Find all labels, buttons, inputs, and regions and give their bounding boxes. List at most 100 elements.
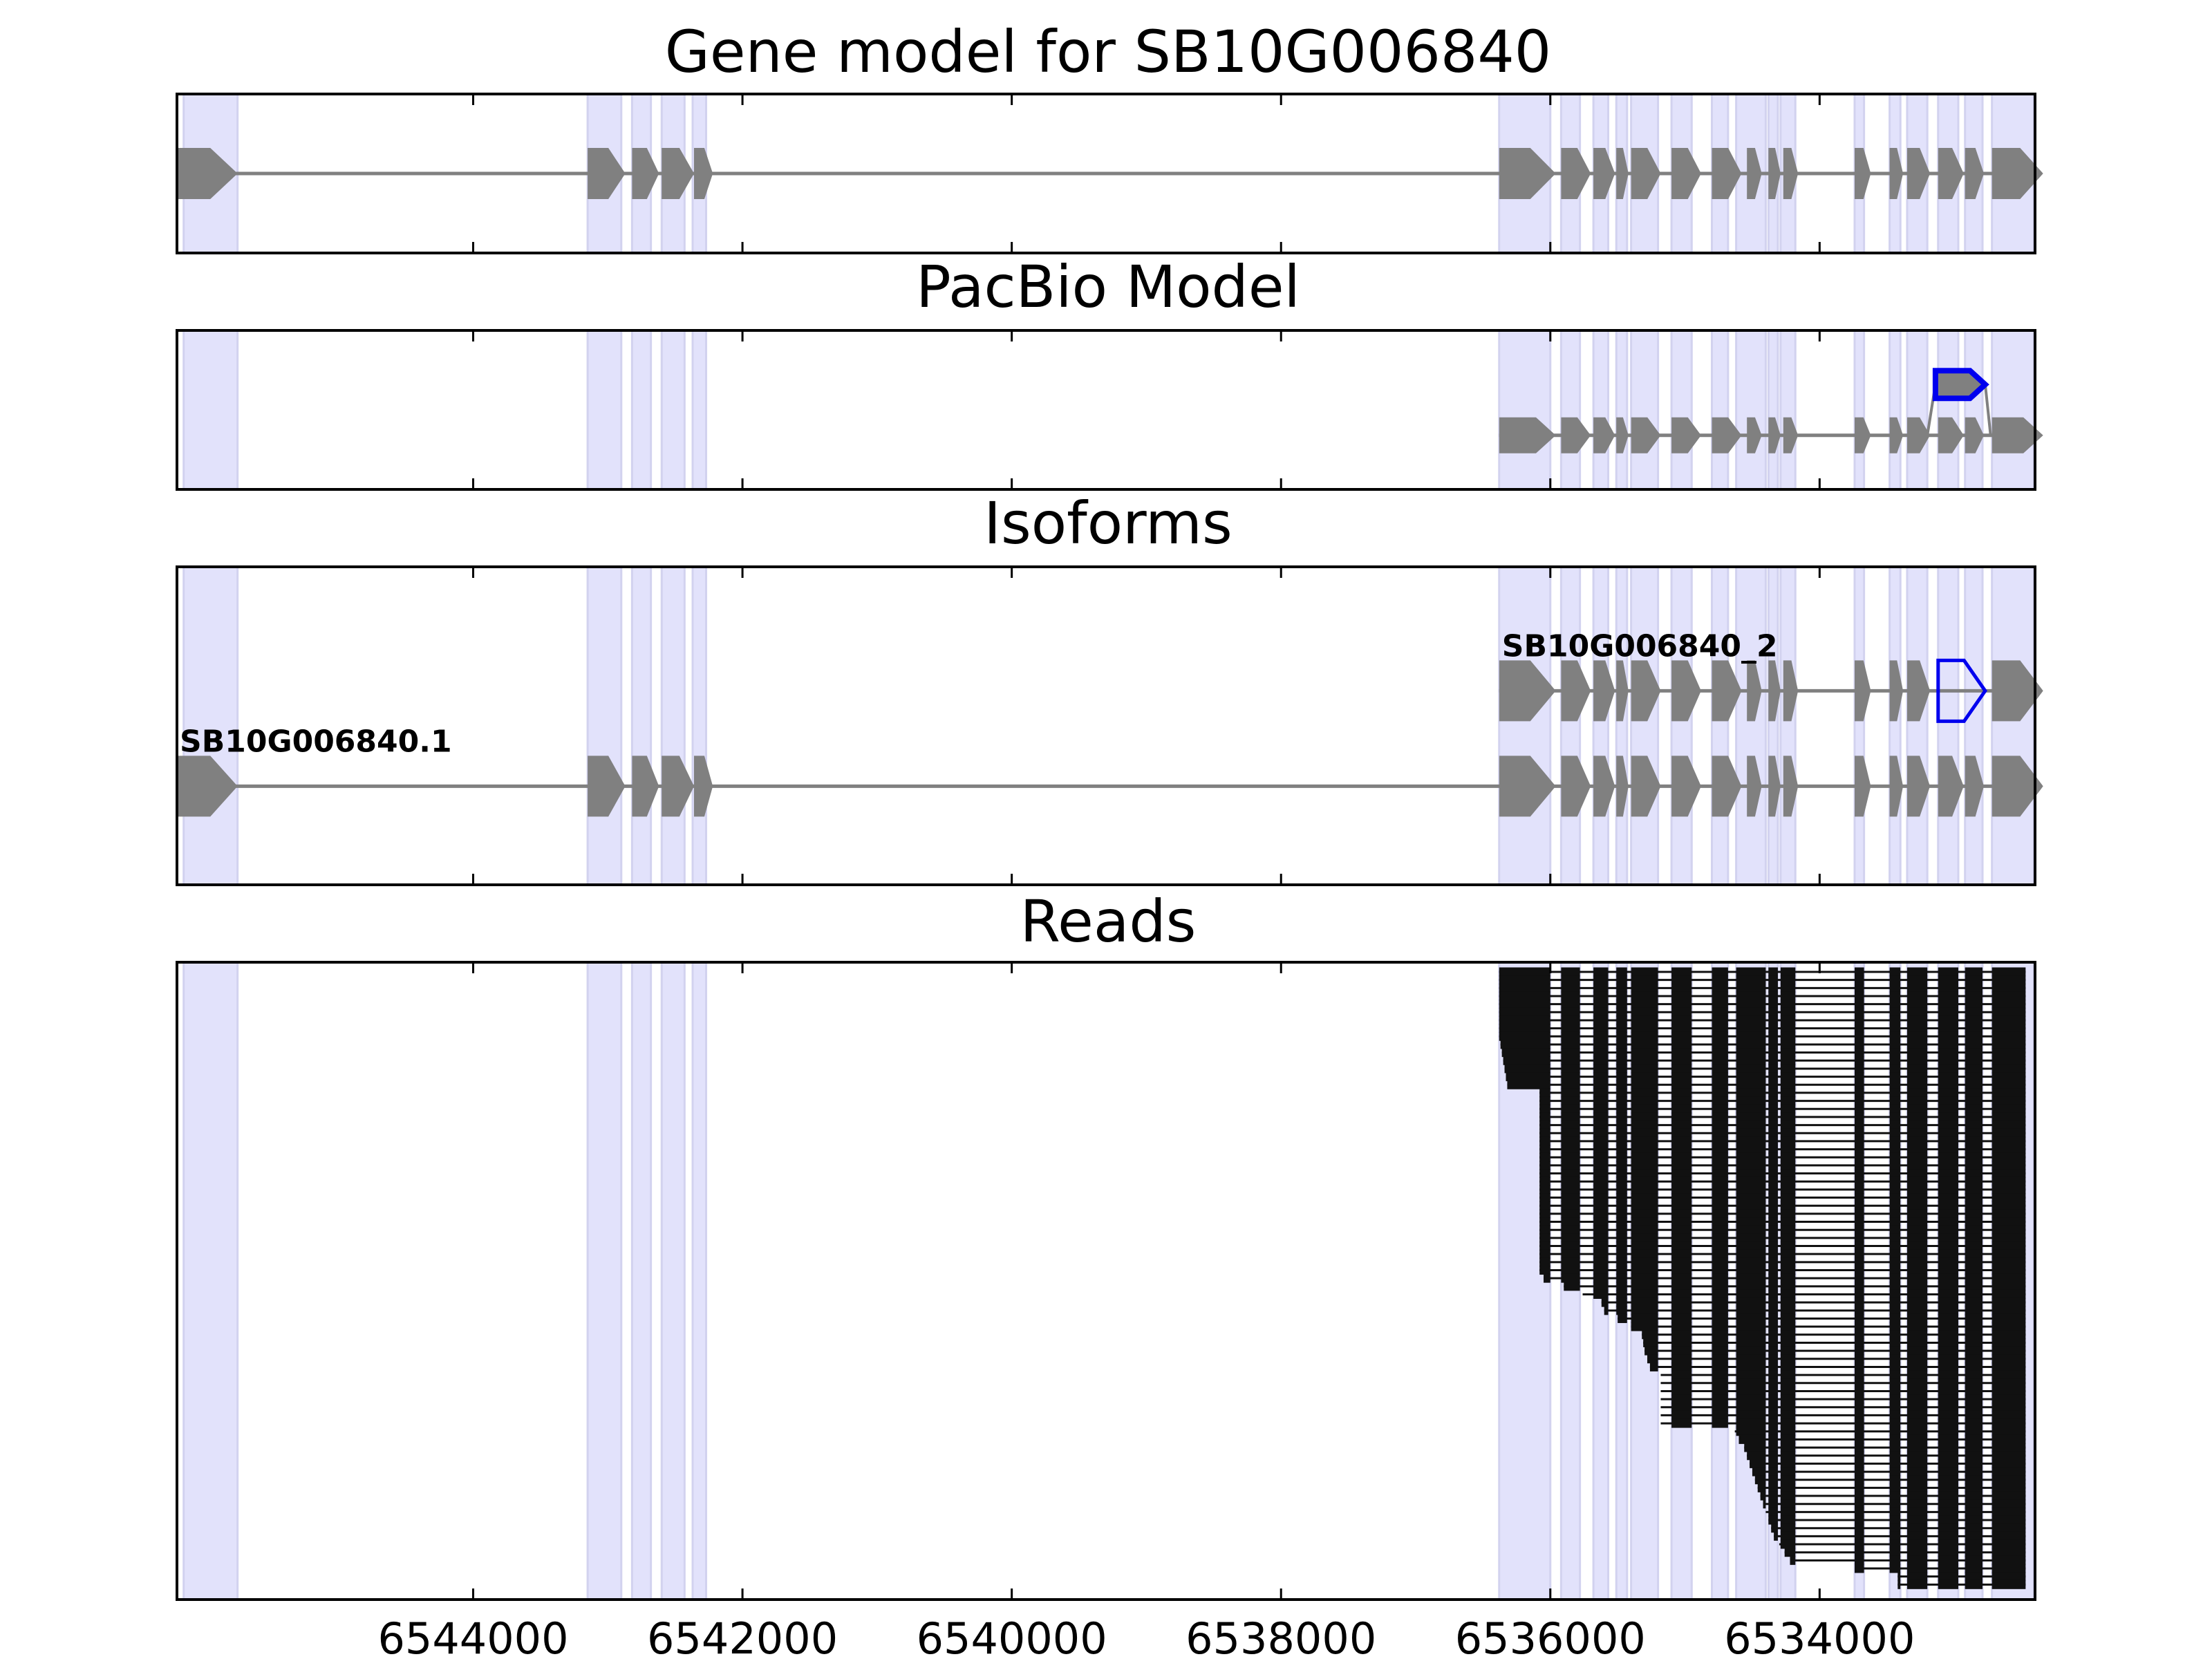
read-block [1938,1524,1958,1533]
read-block [1854,1282,1864,1291]
read-block [1889,1209,1901,1219]
read-block [1938,1096,1958,1106]
read-block [1763,1499,1766,1509]
read-block [1616,1128,1627,1138]
read-block [1561,1080,1580,1089]
read-block [1906,1459,1928,1468]
read-block [1780,1161,1796,1170]
read [1771,1524,2026,1533]
panel-frame [176,565,2036,886]
read-block [1671,1064,1692,1074]
exon-mark [1991,756,2043,817]
read-block [1712,1193,1728,1203]
read-block [1736,1225,1766,1235]
read-block [1631,1128,1658,1138]
read-block [1736,1080,1766,1089]
read-block [1854,1443,1864,1452]
read-block [1854,1354,1864,1364]
shade-region [1670,329,1693,491]
read-block [1671,1410,1692,1420]
read-block [1854,1185,1864,1194]
read-block [1938,1233,1958,1243]
read-block [1965,1112,1983,1122]
read-block [1889,1322,1901,1331]
read-block [1991,1394,2026,1404]
read-block [1539,1145,1550,1154]
read-block [1631,1104,1658,1114]
read-block [1712,1338,1728,1347]
exon-mark [1889,660,1904,722]
read-block [1991,1121,2026,1130]
read-block [1889,1531,1901,1541]
read-block [1760,1491,1766,1501]
read-block [1736,1064,1766,1074]
read-block [1768,1427,1778,1436]
read-block [1854,1289,1864,1299]
read [1660,1370,2026,1380]
read-block [1906,1394,1928,1404]
read-block [1780,1362,1796,1371]
shade-region [1559,565,1582,886]
read-block [1736,1056,1766,1065]
read-block [1757,1483,1766,1492]
read-block [1736,1370,1766,1380]
shade-region [182,961,239,1601]
read-block [1712,1378,1728,1388]
exon-mark [1561,756,1591,817]
read-block [1965,1169,1983,1179]
read-block [1768,1362,1778,1371]
read-block [1712,1362,1728,1371]
read-block [1854,1007,1864,1017]
exon-mark [1616,417,1629,453]
read-block [1938,1217,1958,1227]
read-block [1736,1015,1766,1025]
read-block [1671,1015,1692,1025]
read [1499,967,2026,977]
read-block [1780,1104,1796,1114]
read-block [1736,1169,1766,1179]
read-block [1906,1201,1928,1210]
read-block [1889,1524,1901,1533]
read [1539,1136,2026,1146]
exon-mark [588,148,626,199]
read-block [1889,1434,1901,1444]
read-block [1938,1241,1958,1251]
read-block [1906,1338,1928,1347]
read-block [1889,975,1901,985]
read-block [1593,967,1609,977]
read-block [1906,1241,1928,1251]
read-block [1712,1273,1728,1283]
exon-mark [1712,660,1742,722]
read-block [1906,1136,1928,1146]
read-block [1768,1289,1778,1299]
read-block [1768,1499,1778,1509]
read-block [1593,1080,1609,1089]
read [1539,1217,2026,1227]
read [1642,1330,2026,1340]
read-block [1593,975,1609,985]
read-block [1965,1064,1983,1074]
read-block [1991,1338,2026,1347]
read-block [1991,1289,2026,1299]
read-block [1631,1313,1658,1323]
shade-region [1498,565,1552,886]
read-block [1631,1007,1658,1017]
read-block [1938,991,1958,1001]
read-block [1561,1104,1580,1114]
read-block [1736,1257,1766,1267]
read-block [1991,1015,2026,1025]
read-block [1768,1080,1778,1089]
read-block [1768,1394,1778,1404]
read-block [1938,1354,1958,1364]
read [1539,1257,2026,1267]
read-block [1889,1217,1901,1227]
read-block [1906,975,1928,985]
shade-region [182,565,239,886]
shade-region [1906,565,1929,886]
read-block [1593,1289,1609,1299]
read-block [1991,1297,2026,1307]
read [1506,1072,2026,1082]
read-block [1561,1007,1580,1017]
read-block [1616,1233,1627,1243]
read-block [1736,1338,1766,1347]
